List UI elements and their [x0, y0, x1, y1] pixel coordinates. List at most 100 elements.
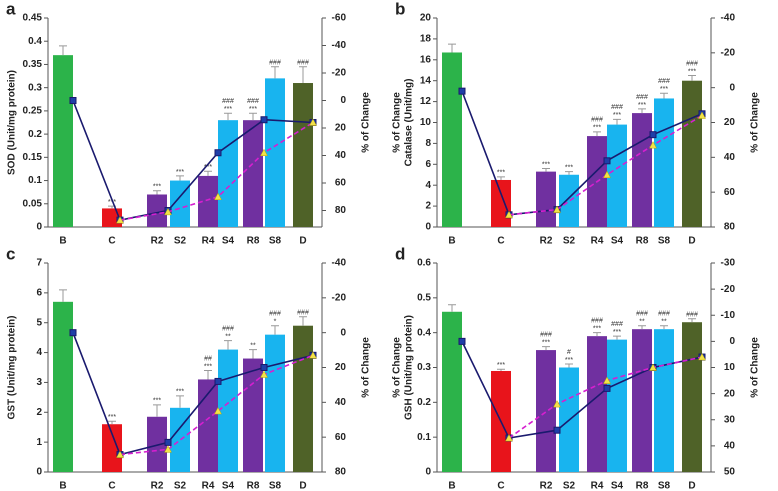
y-tick-label: 0.35 — [23, 59, 43, 70]
bar — [607, 124, 627, 227]
line — [119, 354, 314, 456]
significance-label: ### — [686, 312, 698, 319]
significance-label: ### — [222, 98, 234, 105]
y-tick-label: 16 — [420, 54, 432, 65]
error-bar — [299, 66, 307, 84]
bar — [536, 350, 556, 472]
y-tick-label: 10 — [420, 117, 432, 128]
y-tick-label: 0.3 — [28, 82, 42, 93]
y-tick-label: 20 — [420, 13, 432, 24]
y2-axis-title: % of Change — [750, 337, 761, 398]
error-bar — [660, 92, 668, 99]
significance-label: ### — [611, 104, 623, 111]
error-bar — [176, 175, 184, 181]
significance-label: *** — [565, 357, 573, 364]
line-marker — [260, 364, 268, 371]
line-marker — [214, 377, 222, 385]
bar — [682, 322, 702, 472]
significance-label: ### — [636, 94, 648, 101]
x-tick-label: R8 — [247, 481, 260, 491]
y2-tick-label: 50 — [724, 467, 736, 478]
y-tick-label: 4 — [36, 347, 42, 358]
line-marker — [458, 87, 466, 95]
y-tick-label: 0.4 — [28, 36, 42, 47]
significance-label: *** — [542, 161, 550, 168]
line-marker — [698, 111, 706, 119]
significance-label: *** — [249, 106, 257, 113]
error-bar — [59, 45, 67, 56]
bar — [218, 349, 238, 472]
bar — [491, 179, 511, 227]
x-tick-label: S8 — [269, 236, 282, 247]
y-axis-title: GSH (Unit/mg protein) — [404, 315, 415, 420]
bar — [218, 120, 238, 227]
y-axis-title: % of Change — [392, 92, 403, 153]
chart-panel: d 0 0.1 0.2 0.3 0.4 0.5 0.6 -30 -20 -10 0 10 20 30 40 50… — [392, 244, 761, 491]
y-tick-label: 3 — [36, 377, 42, 388]
error-bar — [497, 176, 505, 180]
line-marker — [649, 363, 657, 371]
x-tick-label: R4 — [591, 481, 604, 491]
y-tick-label: 6 — [36, 287, 42, 298]
panel-label: a — [6, 0, 16, 18]
significance-label: ** — [661, 319, 667, 326]
significance-label: *** — [176, 169, 184, 176]
line-marker — [649, 141, 657, 149]
significance-label: ### — [591, 117, 603, 124]
y2-tick-label: 10 — [724, 362, 736, 373]
bar — [536, 171, 556, 227]
y-axis-title: SOD (Unit/mg protein) — [7, 70, 18, 175]
y2-tick-label: -40 — [721, 13, 736, 24]
line — [72, 100, 314, 222]
y2-tick-label: 80 — [335, 467, 347, 478]
line-marker — [260, 370, 268, 378]
significance-label: *** — [638, 102, 646, 109]
line-marker — [69, 329, 77, 337]
line-marker — [214, 192, 222, 200]
bar — [243, 358, 263, 472]
bar — [265, 334, 285, 472]
line-marker — [553, 205, 561, 213]
x-tick-label: C — [497, 236, 504, 247]
x-tick-label: S4 — [611, 481, 624, 491]
y-tick-label: 0 — [36, 222, 42, 233]
x-tick-label: R4 — [591, 236, 604, 247]
line-marker — [649, 131, 657, 139]
significance-label: ## — [204, 355, 212, 362]
line — [461, 90, 703, 216]
y-tick-label: 1 — [36, 437, 42, 448]
x-tick-label: D — [688, 236, 695, 247]
line-marker — [164, 207, 172, 216]
y-tick-label: 0.45 — [23, 13, 43, 24]
x-tick-label: S2 — [174, 481, 187, 491]
error-bar — [688, 318, 696, 323]
bar — [587, 336, 607, 472]
significance-label: *** — [153, 184, 161, 191]
y2-tick-label: 40 — [724, 152, 736, 163]
line-marker — [309, 118, 317, 126]
y-tick-label: 0 — [425, 467, 431, 478]
x-tick-label: R4 — [202, 236, 215, 247]
y2-tick-label: 40 — [335, 150, 347, 161]
error-bar — [108, 420, 116, 425]
line-marker — [458, 337, 466, 345]
error-bar — [153, 404, 161, 417]
y2-tick-label: 60 — [335, 432, 347, 443]
significance-label: *** — [565, 164, 573, 171]
error-bar — [176, 395, 184, 408]
x-tick-label: S8 — [269, 481, 282, 491]
y2-tick-label: 20 — [335, 362, 347, 373]
error-bar — [542, 346, 550, 351]
bar — [102, 424, 122, 472]
significance-label: ### — [297, 310, 309, 317]
significance-label: ** — [639, 319, 645, 326]
y2-tick-label: 40 — [724, 441, 736, 452]
significance-label: ### — [658, 311, 670, 318]
x-tick-label: D — [299, 236, 306, 247]
line-marker — [603, 170, 611, 178]
x-tick-label: S4 — [222, 481, 235, 491]
significance-label: ** — [250, 342, 256, 349]
y-tick-label: 0.2 — [28, 129, 42, 140]
y2-tick-label: 20 — [724, 388, 736, 399]
error-bar — [204, 170, 212, 176]
